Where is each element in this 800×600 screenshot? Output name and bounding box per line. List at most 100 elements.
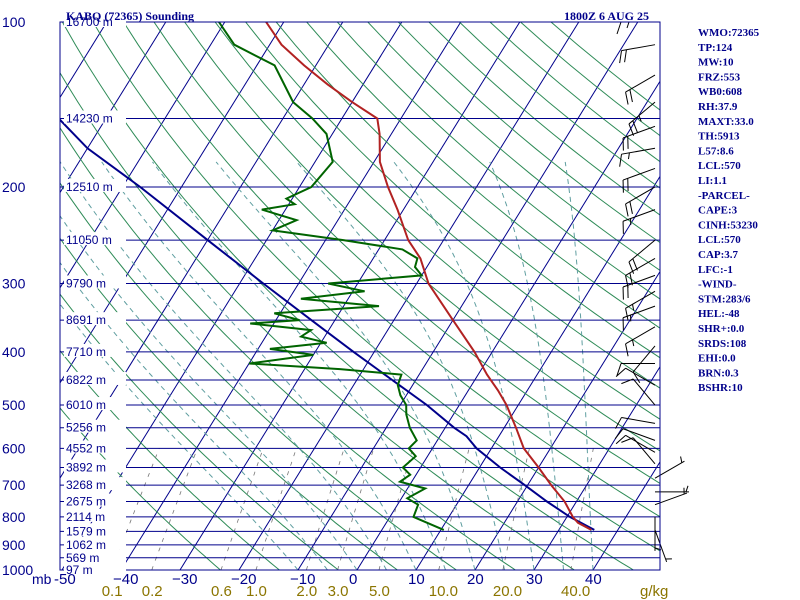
stat-line: L57:8.6 — [698, 145, 734, 157]
wind-barb — [622, 209, 656, 234]
stat-line: MAXT:33.0 — [698, 116, 754, 128]
mixing-ratio-line — [255, 448, 297, 570]
mixing-ratio-tick-label: 3.0 — [328, 583, 349, 600]
height-label-bg — [64, 419, 126, 433]
pressure-tick-label: 600 — [2, 440, 26, 456]
height-label: 7710 m — [66, 345, 106, 359]
mixing-ratio-tick-label: 5.0 — [369, 583, 390, 600]
isotherm-line — [238, 22, 580, 570]
stats-panel: WMO:72365 TP:124 MW:10 FRZ:553 WB0:608 RH:37.… — [698, 27, 760, 394]
height-label: 12510 m — [66, 180, 113, 194]
temperature-tick-label: −40 — [113, 571, 138, 588]
wind-barb-half-flag — [685, 485, 689, 492]
wind-barb-half-flag — [680, 456, 683, 463]
wind-barb-staff — [625, 290, 656, 309]
wind-barb-staff — [622, 274, 656, 288]
stat-line: STM:283/6 — [698, 293, 751, 305]
wind-barb — [625, 326, 656, 357]
wind-barb-staff — [654, 529, 668, 563]
wind-barb-flag — [616, 21, 622, 35]
height-label-bg — [64, 440, 126, 454]
mixing-ratio-line — [306, 448, 345, 570]
wind-barb-staff — [625, 367, 656, 386]
stat-line: SRDS:108 — [698, 338, 747, 350]
wind-barb-staff — [622, 209, 656, 222]
wind-barb-staff — [628, 239, 656, 263]
stat-line: -WIND- — [698, 279, 737, 291]
plot-frame — [59, 21, 661, 571]
stat-line: WMO:72365 — [698, 27, 760, 39]
height-label: 1579 m — [66, 524, 106, 538]
mixing-ratio-line — [378, 448, 414, 570]
moist-adiabat-line — [60, 161, 387, 570]
wind-barb-staff — [625, 74, 656, 93]
pressure-tick-label: 100 — [2, 14, 26, 30]
mixing-ratio-tick-label: 0.2 — [142, 583, 163, 600]
wind-barb-flag — [629, 89, 633, 103]
wind-barb — [622, 125, 656, 151]
chart-title: KABQ (72365) Sounding — [66, 9, 194, 23]
temperature-tick-label: 20 — [467, 571, 484, 588]
stat-line: MW:10 — [698, 57, 734, 69]
stat-line: LFC:-1 — [698, 264, 733, 276]
height-label-bg — [64, 371, 126, 385]
height-label: 3892 m — [66, 460, 106, 474]
stat-line: CAPE:3 — [698, 205, 738, 217]
wind-barb-staff — [625, 257, 656, 276]
stat-line: TH:5913 — [698, 131, 740, 143]
stat-line: BSHR:10 — [698, 382, 743, 394]
stat-line: HEL:-48 — [698, 308, 740, 320]
moist-adiabat-line — [489, 161, 564, 570]
wind-barb — [615, 367, 656, 386]
pressure-tick-label: 300 — [2, 275, 26, 291]
stat-line: TP:124 — [698, 42, 733, 54]
moist-adiabat-line — [60, 303, 299, 570]
temperature-line — [265, 22, 592, 531]
pressure-tick-label: 200 — [2, 179, 26, 195]
stat-line: BRN:0.3 — [698, 367, 739, 379]
wind-barb — [625, 186, 656, 217]
height-label-bg — [64, 523, 126, 537]
wind-barb — [621, 378, 656, 406]
mixing-ratio-tick-label: 0.6 — [211, 583, 232, 600]
moist-adiabat-line — [152, 161, 446, 570]
pressure-tick-label: 800 — [2, 509, 26, 525]
wind-barb — [615, 416, 656, 429]
wind-barb — [625, 290, 656, 321]
wind-barb — [619, 44, 656, 64]
isotherm-line — [592, 460, 660, 570]
height-label-bg — [64, 562, 126, 575]
mixing-ratio-tick-label: 20.0 — [493, 583, 522, 600]
temperature-tick-label: 30 — [526, 571, 543, 588]
isotherm-line — [474, 270, 660, 570]
wind-barb-flag — [615, 434, 626, 445]
wind-barb-staff — [625, 186, 656, 205]
wind-barbs — [614, 21, 689, 563]
height-label-bg — [64, 477, 126, 491]
stat-line: EHI:0.0 — [698, 353, 736, 365]
wind-barb — [615, 434, 656, 453]
stat-line: -PARCEL- — [698, 190, 750, 202]
wind-barb — [622, 305, 656, 331]
wind-barb-flag — [625, 203, 629, 217]
wind-barb — [622, 167, 656, 193]
pressure-tick-label: 500 — [2, 397, 26, 413]
mixing-ratio-tick-label: 0.1 — [102, 583, 123, 600]
mixing-ratio-tick-label: 40.0 — [561, 583, 590, 600]
wind-barb-flag — [616, 363, 622, 376]
stat-line: LCL:570 — [698, 234, 741, 246]
wind-barb-staff — [622, 167, 656, 181]
wind-barb — [616, 363, 655, 376]
wind-barb-half-flag — [627, 152, 630, 160]
wind-barb-staff — [632, 437, 656, 465]
wind-barb-staff — [621, 44, 656, 52]
height-label-bg — [64, 275, 126, 289]
height-label: 2114 m — [66, 510, 105, 524]
wind-barb-staff — [628, 101, 656, 125]
wind-barb-flag — [629, 272, 633, 286]
height-label-bg — [64, 343, 126, 357]
wind-barb-staff — [625, 434, 656, 453]
height-label: 5256 m — [66, 421, 106, 435]
height-label: 14230 m — [66, 111, 113, 125]
stat-line: LI:1.1 — [698, 175, 727, 187]
